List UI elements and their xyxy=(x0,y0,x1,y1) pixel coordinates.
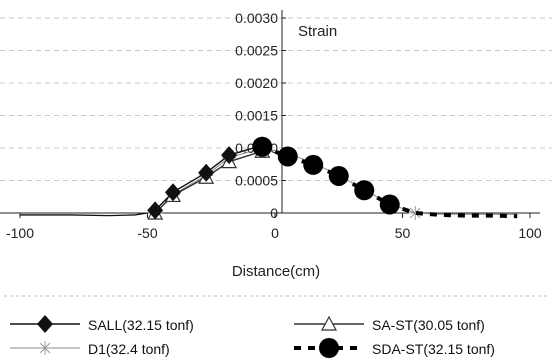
axes xyxy=(0,10,540,214)
data-point xyxy=(408,206,423,220)
y-axis-label: Strain xyxy=(298,23,337,40)
x-axis-label: Distance(cm) xyxy=(232,263,320,280)
data-point xyxy=(303,154,324,175)
x-tick-label: -100 xyxy=(6,225,34,241)
legend-marker xyxy=(37,315,53,333)
baseline-curve xyxy=(20,212,148,217)
asterisk-stroke xyxy=(39,342,51,354)
x-tick-label: 0 xyxy=(271,225,279,241)
x-tick-label: 100 xyxy=(518,225,542,241)
legend: SALL(32.15 tonf) SA-ST(30.05 tonf) D1(32… xyxy=(4,295,548,358)
data-point xyxy=(277,146,298,167)
legend-label-sall: SALL(32.15 tonf) xyxy=(88,317,194,333)
legend-entry-sa-st xyxy=(294,315,364,331)
series-0 xyxy=(147,136,271,220)
legend-entry-sall xyxy=(10,315,80,333)
data-point xyxy=(354,180,375,201)
y-tick-label: 0.0005 xyxy=(235,173,278,189)
tick-labels: 00.00050.00100.00150.00200.00250.0030-10… xyxy=(6,10,542,241)
grid-lines xyxy=(0,17,552,181)
data-point xyxy=(198,163,215,182)
data-point xyxy=(379,194,400,215)
legend-marker xyxy=(320,315,338,331)
legend-marker xyxy=(38,341,52,355)
asterisk-stroke xyxy=(409,207,421,219)
legend-entry-sda-st xyxy=(294,338,364,358)
y-tick-label: 0.0030 xyxy=(235,10,278,26)
y-tick-label: 0.0015 xyxy=(235,108,278,124)
data-point xyxy=(252,136,273,157)
legend-marker xyxy=(319,338,339,358)
y-tick-label: 0.0020 xyxy=(235,75,278,91)
x-tick-label: -50 xyxy=(137,225,157,241)
series-3 xyxy=(252,136,518,219)
data-point xyxy=(221,146,238,165)
legend-label-d1: D1(32.4 tonf) xyxy=(88,341,170,357)
data-point xyxy=(328,165,349,186)
legend-label-sa-st: SA-ST(30.05 tonf) xyxy=(372,317,485,333)
data-point xyxy=(165,183,181,202)
legend-label-sda-st: SDA-ST(32.15 tonf) xyxy=(372,341,495,357)
y-tick-label: 0.0025 xyxy=(235,43,278,59)
series-layer xyxy=(20,136,518,220)
y-tick-label: 0 xyxy=(270,205,278,221)
x-tick-label: 50 xyxy=(395,225,411,241)
data-point xyxy=(147,201,164,220)
legend-entry-d1 xyxy=(10,341,80,355)
